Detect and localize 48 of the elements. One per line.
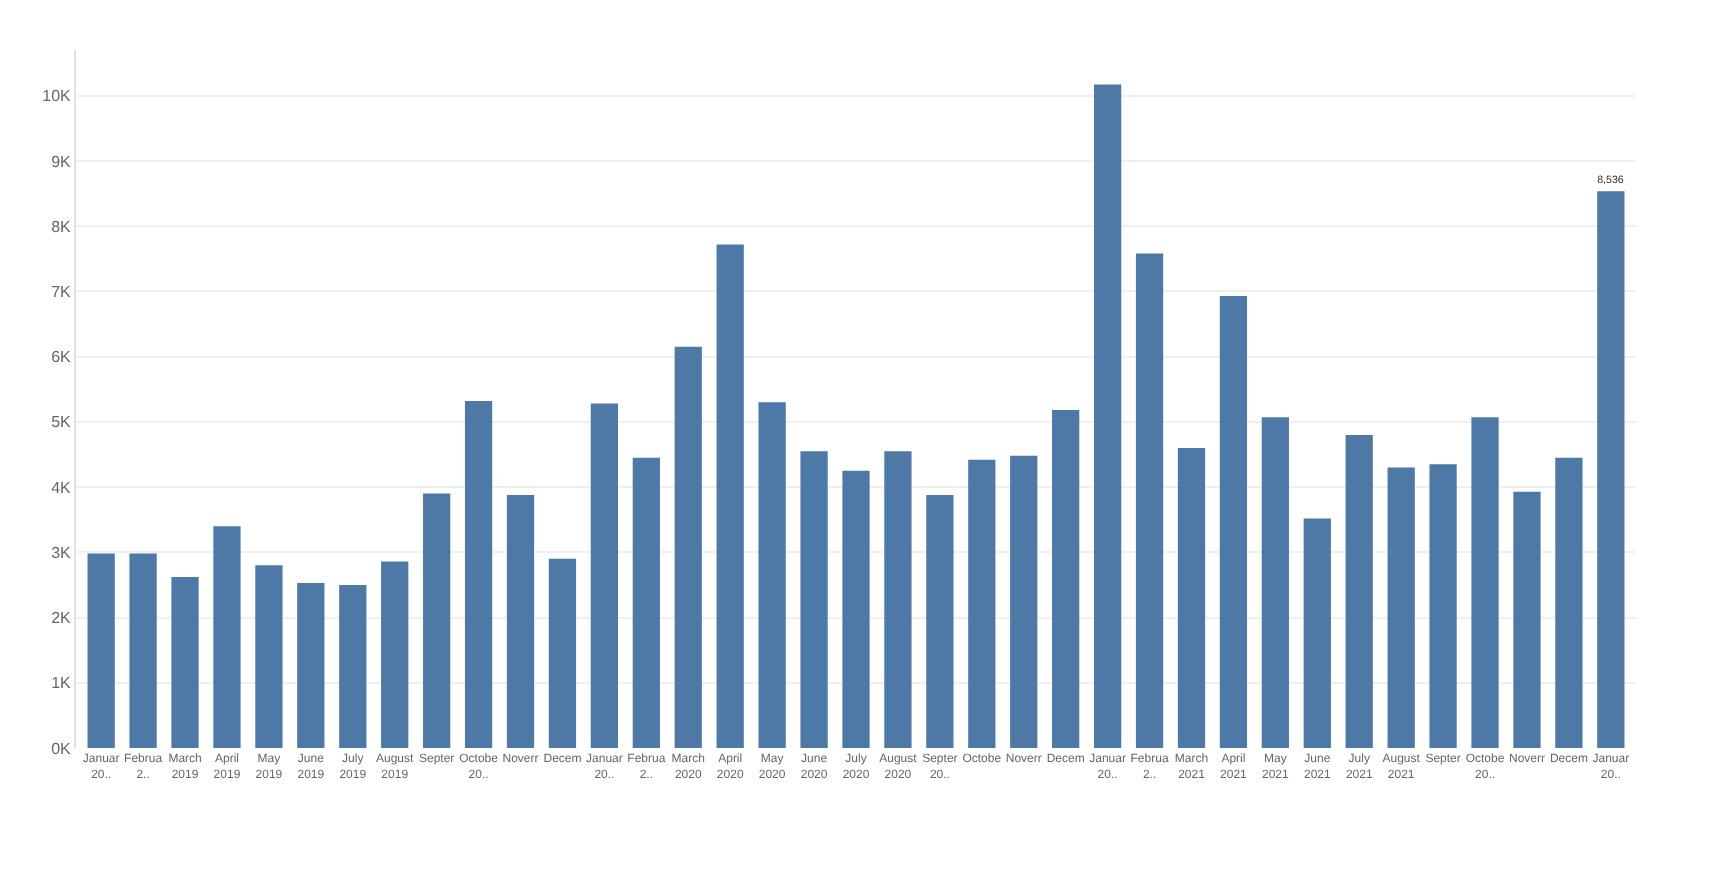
y-tick-label: 5K	[51, 413, 73, 432]
bar	[548, 558, 577, 748]
bar	[674, 346, 702, 748]
y-tick-label: 8K	[51, 217, 73, 236]
bar	[1345, 434, 1373, 748]
bar	[1429, 464, 1457, 748]
y-tick-label: 10K	[42, 87, 73, 106]
bar	[213, 526, 241, 748]
bar	[1093, 84, 1122, 748]
bar	[129, 553, 157, 748]
bar	[1052, 410, 1080, 748]
bar	[1261, 417, 1289, 748]
bar	[1387, 467, 1415, 748]
y-tick-label: 0K	[51, 739, 73, 758]
bar	[339, 584, 367, 748]
bar	[171, 577, 199, 748]
y-tick-label: 6K	[51, 348, 73, 367]
bar	[800, 451, 828, 748]
bar	[1597, 191, 1625, 748]
bar	[884, 451, 912, 748]
y-tick-label: 1K	[51, 674, 73, 693]
bar	[506, 494, 535, 748]
bar	[1555, 457, 1583, 748]
bar	[758, 402, 786, 748]
bar	[1513, 491, 1541, 748]
bar	[1219, 295, 1248, 748]
y-tick-label: 3K	[51, 543, 73, 562]
bar	[255, 565, 283, 748]
bar	[926, 494, 954, 748]
bar	[590, 403, 619, 748]
y-tick-label: 2K	[51, 609, 73, 628]
bar	[1177, 447, 1206, 748]
bar	[464, 400, 493, 748]
bar	[381, 561, 409, 748]
y-tick-label: 9K	[51, 152, 73, 171]
bar	[87, 553, 115, 748]
bar	[1471, 417, 1499, 748]
bar	[632, 457, 660, 748]
bar	[1010, 455, 1038, 748]
bar	[1303, 518, 1331, 748]
bar	[423, 493, 451, 748]
bar	[297, 582, 325, 748]
bar	[1135, 253, 1164, 748]
y-tick-label: 4K	[51, 478, 73, 497]
y-tick-label: 7K	[51, 282, 73, 301]
bar	[968, 459, 996, 748]
bar	[842, 470, 870, 748]
bar	[716, 244, 744, 748]
